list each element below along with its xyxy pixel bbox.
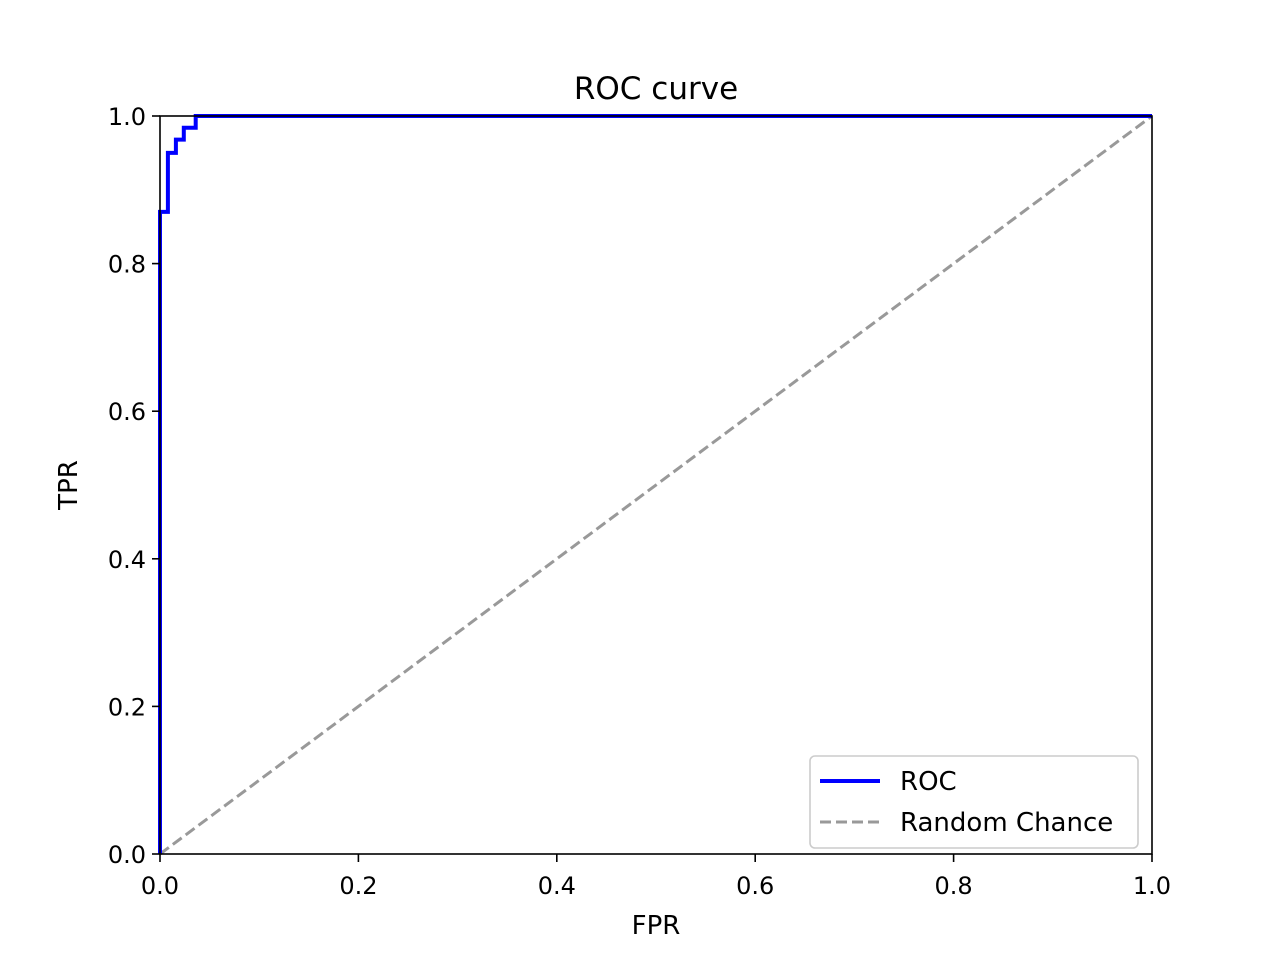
legend-label-0: ROC (900, 767, 957, 797)
series-line-0 (158, 114, 1152, 854)
axis-ticks: 0.0 0.2 0.4 0.6 0.8 1.0 0.0 0.2 0.4 0.6 0.8 1.0 (108, 103, 1171, 900)
axes-frame (159, 115, 1153, 855)
x-tick-label: 0.8 (935, 872, 973, 900)
y-tick-label: 0.6 (108, 398, 146, 426)
x-tick-label: 0.2 (339, 872, 377, 900)
y-tick-label: 1.0 (108, 103, 146, 131)
legend: ROC Random Chance (809, 755, 1139, 849)
legend-label-1: Random Chance (900, 808, 1113, 838)
series-line-1 (159, 114, 1153, 856)
legend-box (809, 755, 1139, 849)
y-axis-label: TPR (54, 460, 84, 511)
y-tick-label: 0.0 (108, 841, 146, 869)
x-tick-label: 0.0 (141, 872, 179, 900)
chart-title: ROC curve (574, 71, 738, 107)
y-tick-label: 0.2 (108, 693, 146, 721)
plot-area (158, 114, 1153, 856)
x-tick-label: 0.6 (736, 872, 774, 900)
x-tick-label: 1.0 (1133, 872, 1171, 900)
y-tick-label: 0.8 (108, 251, 146, 279)
y-tick-label: 0.4 (108, 546, 146, 574)
x-axis-label: FPR (632, 911, 681, 941)
x-tick-label: 0.4 (538, 872, 576, 900)
